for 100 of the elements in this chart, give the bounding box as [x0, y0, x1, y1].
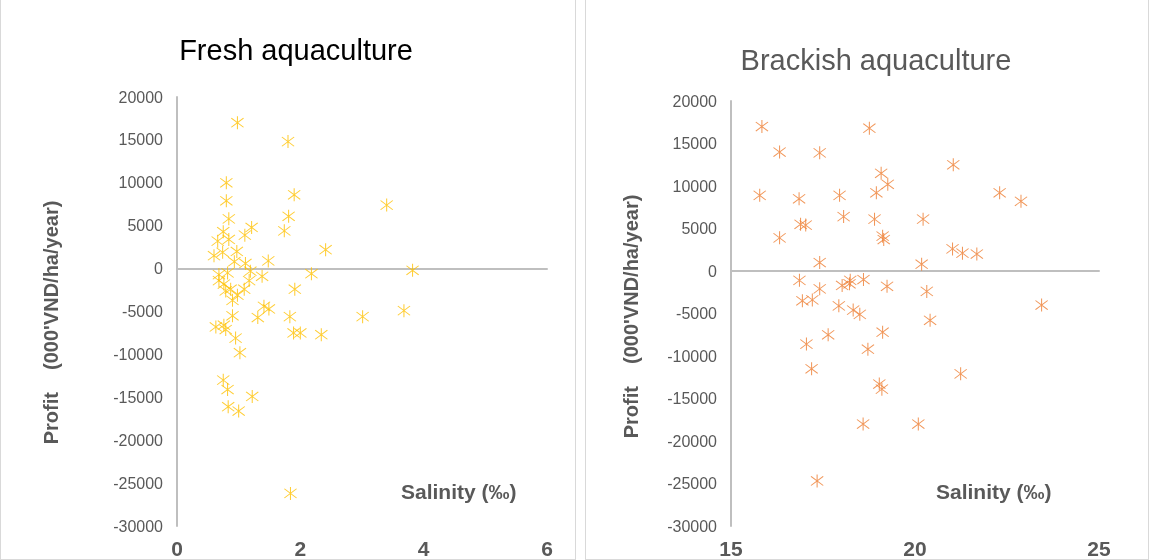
point	[773, 145, 787, 159]
y-tick-label: 5000	[127, 217, 164, 235]
point	[862, 121, 876, 135]
point	[1035, 298, 1049, 312]
point	[876, 325, 890, 339]
point	[222, 232, 236, 246]
point	[221, 266, 235, 280]
point	[219, 194, 233, 208]
point	[245, 389, 259, 403]
point	[813, 146, 827, 160]
point	[792, 192, 806, 206]
point	[813, 282, 827, 296]
point	[209, 320, 223, 334]
y-tick-label: -30000	[667, 517, 718, 535]
y-tick-label: 10000	[118, 174, 164, 192]
point	[856, 417, 870, 431]
point	[853, 307, 867, 321]
y-tick-label: 15000	[672, 135, 718, 152]
y-axis-title: Profit (000'VND/ha/year)	[620, 194, 642, 439]
point	[222, 212, 236, 226]
y-tick-label: 10000	[672, 177, 718, 195]
y-tick-label: -30000	[113, 517, 164, 535]
point	[261, 254, 275, 268]
point	[219, 284, 233, 298]
point	[221, 383, 235, 397]
point	[954, 367, 968, 381]
point	[219, 176, 233, 190]
point	[221, 400, 235, 414]
point	[251, 311, 265, 325]
point	[288, 282, 302, 296]
point	[237, 282, 251, 296]
y-tick-label: -20000	[113, 431, 164, 449]
y-tick-label: 20000	[672, 92, 718, 110]
point	[380, 198, 394, 212]
x-tick-label: 20	[903, 537, 927, 560]
point	[915, 257, 929, 271]
y-tick-label: -20000	[667, 432, 718, 450]
point	[832, 299, 846, 313]
point	[916, 212, 930, 226]
point	[216, 245, 230, 259]
point	[230, 244, 244, 258]
y-tick-label: 0	[154, 260, 164, 278]
point	[356, 310, 370, 324]
point	[216, 373, 230, 387]
point	[792, 273, 806, 287]
y-tick-label: 20000	[118, 88, 164, 106]
point	[869, 186, 883, 200]
point	[755, 120, 769, 133]
y-tick-label: -5000	[676, 305, 718, 322]
point	[773, 231, 787, 245]
point	[406, 263, 420, 277]
point	[911, 417, 925, 431]
point	[874, 166, 888, 180]
point	[821, 328, 835, 342]
point	[843, 273, 857, 287]
y-axis-title: Profit (000'VND/ha/year)	[40, 200, 62, 445]
y-tick-label: 5000	[681, 220, 718, 237]
point	[277, 224, 291, 238]
point	[293, 326, 307, 340]
point	[955, 246, 969, 260]
point	[837, 210, 851, 224]
point	[805, 293, 819, 307]
y-tick-label: -15000	[113, 388, 164, 406]
chart-title: Brackish aquaculture	[740, 43, 1012, 76]
x-axis-title: Salinity (‰)	[936, 480, 1052, 503]
point	[243, 264, 257, 278]
point	[287, 188, 301, 202]
x-tick-label: 6	[541, 537, 553, 560]
chart-title: Fresh aquaculture	[179, 33, 413, 66]
y-tick-label: 0	[708, 262, 718, 280]
point	[397, 304, 411, 318]
point	[861, 342, 875, 356]
y-tick-label: -10000	[667, 347, 718, 365]
point	[753, 188, 767, 202]
x-tick-label: 25	[1087, 537, 1111, 560]
point	[875, 382, 889, 396]
point	[993, 186, 1007, 200]
point	[314, 328, 328, 342]
point	[281, 135, 295, 149]
y-tick-label: -10000	[113, 345, 164, 363]
point	[799, 337, 813, 351]
y-tick-label: -25000	[113, 474, 164, 492]
x-tick-label: 4	[417, 537, 430, 560]
point	[304, 267, 318, 281]
x-axis-title: Salinity (‰)	[401, 480, 517, 503]
point	[211, 234, 225, 248]
x-tick-label: 0	[171, 537, 183, 560]
point	[282, 209, 296, 223]
point	[799, 218, 813, 232]
y-tick-label: -15000	[667, 390, 718, 407]
y-tick-label: 15000	[118, 131, 164, 149]
y-tick-label: -25000	[667, 475, 718, 492]
point	[1014, 194, 1028, 208]
point	[946, 158, 960, 172]
point	[245, 220, 259, 234]
y-tick-label: -5000	[122, 303, 164, 320]
point	[207, 249, 221, 263]
x-tick-label: 15	[719, 537, 743, 560]
point	[833, 188, 847, 202]
point	[230, 116, 244, 130]
